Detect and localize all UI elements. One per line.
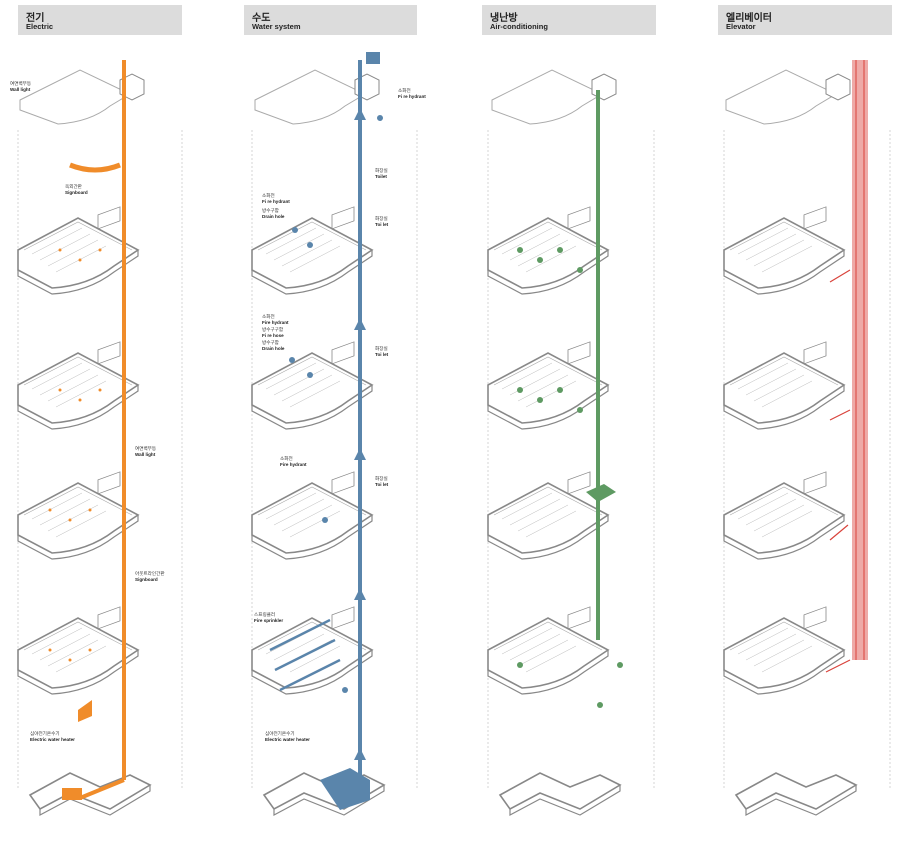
label-en: Toilet <box>375 174 387 179</box>
label-ko: 심야전기온수기 <box>265 730 295 737</box>
water-riser <box>269 52 383 810</box>
electric-riser <box>48 60 126 800</box>
label-en: Fi re hydrant <box>262 199 290 204</box>
label-en: Toi let <box>375 352 389 357</box>
label-ko: 여면벽부등 <box>135 445 156 452</box>
title-ko: 수도 <box>252 13 271 24</box>
label-en: Fire hydrant <box>280 462 307 467</box>
label-en: Fire hydrant <box>262 320 289 325</box>
title-en: Water system <box>252 22 301 31</box>
label-en: Drain hole <box>262 214 285 219</box>
label-en: Fi re hydrant <box>398 94 426 99</box>
title-en: Electric <box>26 22 54 31</box>
label-en: Wall light <box>10 87 31 92</box>
label-en: Toi let <box>375 482 389 487</box>
label-en: Electric water heater <box>30 737 75 742</box>
title-en: Elevator <box>726 22 756 31</box>
label-ko: 화장실 <box>375 167 388 174</box>
header-elevator: 엘리베이터 Elevator <box>718 5 892 35</box>
title-ko: 엘리베이터 <box>726 13 772 24</box>
label-en: Signboard <box>135 577 158 582</box>
header-water: 수도 Water system <box>244 5 417 35</box>
label-en: Wall light <box>135 452 156 457</box>
label-ko: 화장실 <box>375 475 388 482</box>
water-labels: 소화전 Fi re hydrant 화장실 Toilet 소화전 Fi re h… <box>254 87 426 742</box>
title-ko: 전기 <box>26 13 45 24</box>
label-en: Signboard <box>65 190 88 195</box>
label-ko: 소화전 <box>262 192 275 199</box>
label-ko: 스프링클러 <box>254 611 275 618</box>
floors-electric <box>17 69 151 816</box>
label-ko: 소화전 <box>398 87 411 94</box>
title-en: Air-conditioning <box>490 22 548 31</box>
label-en: Toi let <box>375 222 389 227</box>
title-ko: 냉난방 <box>490 13 518 24</box>
elevator-shaft <box>825 60 868 673</box>
label-ko: 소화전 <box>280 455 293 462</box>
label-ko: 방수구함 <box>262 339 280 346</box>
label-en: Drain hole <box>262 346 285 351</box>
label-ko: 화장실 <box>375 215 388 222</box>
floors-elevator <box>723 69 857 816</box>
hvac-riser <box>517 90 623 708</box>
label-ko: 소화전 <box>262 313 275 320</box>
label-ko: 방수구구함 <box>262 326 284 333</box>
label-ko: 심야전기온수기 <box>30 730 60 737</box>
electric-labels: 여면벽부등 Wall light 옥외간판 Signboard 여면벽부등 Wa… <box>10 80 165 742</box>
label-ko: 옥외간판 <box>65 183 83 190</box>
label-ko: 방수구함 <box>262 207 280 214</box>
label-en: Fi re hose <box>262 333 284 338</box>
label-ko: 아웃트라인간판 <box>135 570 165 577</box>
label-en: Electric water heater <box>265 737 310 742</box>
header-electric: 전기 Electric <box>18 5 182 35</box>
label-en: Fire sprinkler <box>254 618 283 623</box>
label-ko: 여면벽부등 <box>10 80 31 87</box>
floors-water <box>251 69 385 816</box>
header-hvac: 냉난방 Air-conditioning <box>482 5 656 35</box>
label-ko: 화장실 <box>375 345 388 352</box>
